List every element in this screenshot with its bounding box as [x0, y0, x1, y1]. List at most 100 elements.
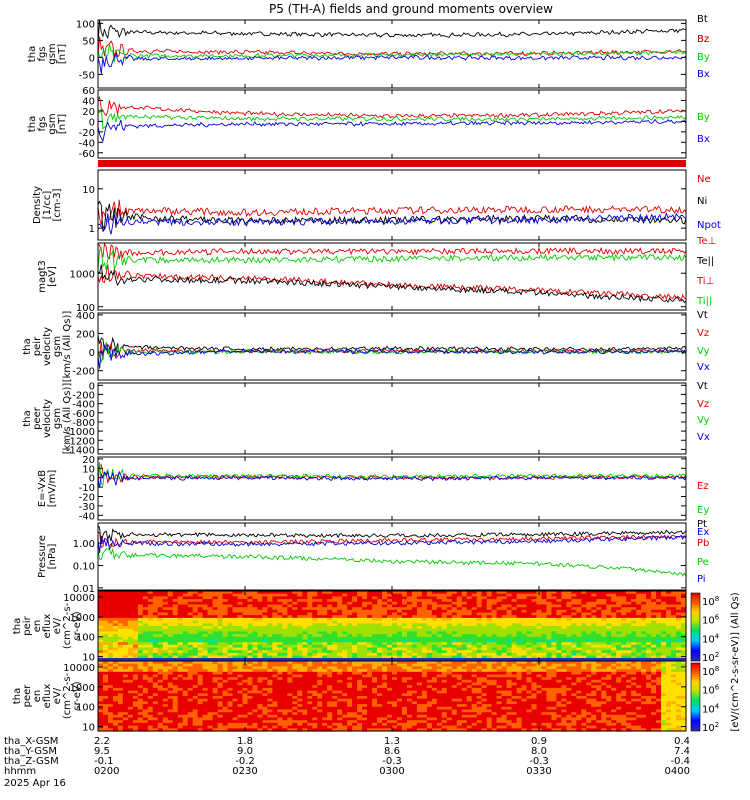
ytick-label: 10: [82, 723, 95, 734]
xtick-label: 0400: [665, 766, 690, 777]
ytick-label: -1400: [66, 445, 95, 456]
ytick-label: 0: [89, 348, 95, 359]
ytick-label: 10: [82, 464, 95, 475]
ytick-label: 100: [76, 19, 95, 30]
series-fgs_gsm-Bt: [97, 19, 686, 44]
xaxis-row-label: tha_X-GSM: [4, 736, 58, 747]
axis-frame-peer_v: [97, 382, 687, 455]
legend-fgs_gsm-Bz: Bz: [697, 34, 709, 45]
xtick-label: 7.4: [674, 746, 690, 757]
series-pressure-Pb: [97, 531, 687, 549]
legend-density-Ne: Ne: [697, 174, 711, 185]
legend-pressure-Pe: Pe: [697, 557, 709, 568]
panel-peer_en: 10000 1000 100 10 thapeerenefluxeV/(cm^2-s-s…: [12, 660, 687, 734]
ylabel-peir_v: thapeirvelocitygsm[km/s (All Qs)]: [22, 311, 73, 383]
series-pressure-Pt: [97, 525, 687, 544]
spectrogram-peir_en: [98, 591, 687, 662]
series-temp-Ti||: [97, 246, 687, 271]
xaxis-row-label: hhmm: [4, 766, 36, 777]
ytick-label: -30: [79, 502, 95, 513]
legend-pressure-Pt: Pt: [697, 519, 707, 530]
legend-efield-Ey: Ey: [697, 505, 709, 516]
legend-pressure-Pb: Pb: [697, 538, 709, 549]
legend-density-Ni: Ni: [697, 196, 707, 207]
ylabel-temp: magt3[eV]: [37, 260, 58, 293]
chart-title: P5 (TH-A) fields and ground moments over…: [269, 2, 553, 16]
series-peir_v: [97, 335, 687, 369]
ytick-label: 0: [89, 474, 95, 485]
legend-temp-Te||: Te||: [696, 256, 714, 267]
legend-peir_v-Vz: Vz: [697, 328, 709, 339]
ytick-label: -200: [72, 390, 95, 401]
series-efield-Ez: [97, 464, 687, 485]
panel-temp: 1000 100 magt3[eV] Te⊥ Te|| Ti⊥ Ti||: [37, 236, 716, 314]
xtick-label: 0300: [379, 766, 404, 777]
ylabel-density: Density[1/cc][cm-3]: [32, 186, 63, 224]
legend-peer_v-Vy: Vy: [697, 415, 710, 426]
series-fgs_gsm: [97, 19, 687, 74]
legend-fgs_gsm-By: By: [697, 52, 710, 63]
ylabel-peer_en: thapeerenefluxeV/(cm^2-s-sr-eV): [12, 672, 83, 719]
colorbar-label: [eV/(cm^2-s-sr-eV)] (All Qs): [730, 592, 741, 731]
ytick-label: 1: [89, 224, 95, 235]
series-fgs_dsl: [97, 95, 687, 143]
legend-pressure-Pi: Pi: [697, 574, 706, 585]
axis-frame-efield: [97, 456, 687, 521]
ytick-label: -200: [72, 367, 95, 378]
series-pressure-Pe: [97, 547, 687, 577]
series-peir_v-Vy: [97, 341, 687, 364]
legend-fgs_dsl-By: By: [697, 112, 710, 123]
ytick-label: 1000: [70, 613, 95, 624]
ytick-label: -1000: [66, 427, 95, 438]
series-pressure: [97, 525, 687, 577]
ytick-label: 100: [76, 303, 95, 314]
legend-density-Npot: Npot: [697, 220, 721, 231]
ytick-label: -600: [72, 409, 95, 420]
axis-frame-density: [97, 169, 687, 241]
ytick-label: 50: [82, 36, 95, 47]
xtick-label: -0.2: [235, 756, 255, 767]
ytick-label: 0.01: [73, 584, 95, 595]
panel-fgs_gsm: 100 50 0 -50 thafgsgsm[nT] Bt Bz By Bx: [27, 14, 710, 89]
mode-bar: [98, 160, 686, 167]
ytick-label: 0: [89, 117, 95, 128]
ytick-label: -20: [79, 128, 95, 139]
series-density-Ni: [97, 200, 687, 232]
xtick-label: 9.0: [237, 746, 253, 757]
ytick-label: 60: [82, 86, 95, 97]
legend-efield-Ex: Ex: [697, 527, 709, 538]
xtick-label: 8.6: [384, 746, 400, 757]
legend-fgs_dsl-Bz: Bz: [697, 34, 709, 45]
ytick-label: 100: [76, 633, 95, 644]
series-density-Npot: [97, 211, 687, 235]
ytick-label: -40: [79, 138, 95, 149]
ytick-label: 400: [76, 311, 95, 322]
panel-pressure: 1.00 0.10 0.01 Pressure[nPa] Pt Pb Pe Pi: [37, 519, 709, 595]
xtick-label: 1.8: [237, 736, 253, 747]
legend-peer_v-Vz: Vz: [697, 399, 709, 410]
xaxis-row-label: tha_Z-GSM: [4, 756, 59, 767]
series-fgs_dsl-By: [97, 108, 687, 130]
legend-peir_v-Vx: Vx: [697, 362, 710, 373]
xtick-label: 8.0: [531, 746, 547, 757]
ytick-label: -400: [72, 400, 95, 411]
date-label: 2025 Apr 16: [4, 778, 66, 789]
ytick-label: 0: [89, 381, 95, 392]
legend-fgs_gsm-Bt: Bt: [697, 14, 708, 25]
ytick-label: 40: [82, 96, 95, 107]
series-efield-Ey: [97, 462, 687, 487]
ytick-label: 10: [82, 653, 95, 664]
panel-density: 10 1 Density[1/cc][cm-3] Ne Ni Npot: [32, 169, 721, 241]
series-peir_v-Vx: [97, 343, 687, 369]
series-temp-Te||: [97, 264, 687, 304]
xtick-label: 0.4: [674, 736, 690, 747]
legend-fgs_dsl-Bx: Bx: [697, 134, 710, 145]
ylabel-efield: E=-VxB[mV/m]: [37, 470, 58, 508]
series-temp-Te⊥: [97, 264, 687, 301]
xtick-label: 0230: [232, 766, 257, 777]
axis-frame-peir_v: [97, 312, 687, 381]
series-efield-Ex: [97, 470, 687, 488]
xtick-label: 0.9: [531, 736, 547, 747]
